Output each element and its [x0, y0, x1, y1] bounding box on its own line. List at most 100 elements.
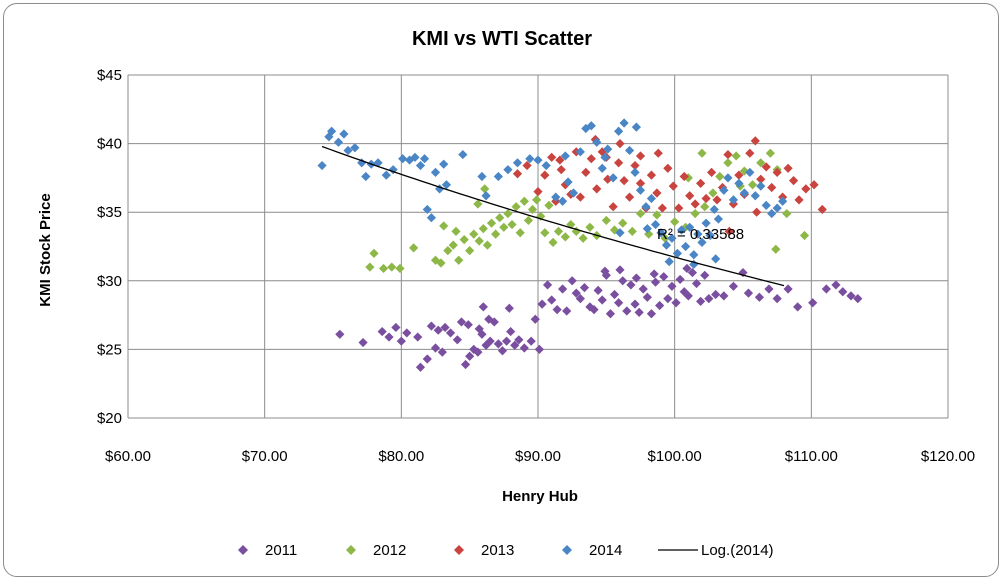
data-point-2014 [641, 202, 651, 212]
data-point-2014 [681, 241, 691, 252]
data-point-2013 [712, 195, 722, 205]
y-tick-label: $20 [97, 410, 122, 427]
data-point-2011 [704, 294, 714, 304]
data-point-2012 [560, 232, 570, 242]
trendline-layer [321, 145, 785, 287]
data-point-2012 [507, 219, 517, 230]
legend-label: 2013 [481, 542, 514, 559]
data-point-2014 [419, 154, 430, 164]
data-point-2012 [532, 195, 542, 205]
legend: 2011 2012 2013 2014 Log.(2014) [238, 542, 774, 559]
data-point-2011 [562, 306, 572, 316]
data-point-2011 [460, 359, 471, 370]
data-point-2014 [357, 158, 367, 168]
data-point-2014 [672, 248, 682, 258]
x-tick-label: $70.00 [242, 448, 288, 465]
data-point-2013 [522, 160, 532, 171]
data-point-2014 [430, 167, 441, 178]
data-point-2014 [778, 196, 788, 206]
data-point-2014 [481, 191, 491, 201]
data-point-2011 [456, 317, 467, 327]
data-point-2011 [402, 328, 412, 338]
data-point-2012 [585, 222, 595, 232]
data-point-2013 [635, 178, 646, 188]
data-point-2013 [540, 170, 550, 180]
data-point-2014 [563, 177, 573, 187]
data-point-2013 [635, 151, 646, 161]
data-point-2013 [560, 180, 570, 190]
data-point-2014 [767, 208, 777, 219]
data-point-2014 [642, 224, 652, 234]
data-point-2014 [631, 122, 641, 132]
data-point-2012 [387, 262, 397, 272]
data-point-2012 [739, 166, 749, 176]
data-point-2012 [644, 229, 654, 239]
data-point-2012 [609, 225, 620, 235]
data-point-2013 [724, 226, 734, 237]
data-point-2012 [548, 237, 558, 247]
data-point-2014 [317, 160, 327, 171]
data-point-2012 [495, 213, 505, 223]
data-point-2011 [422, 354, 432, 364]
data-point-2012 [715, 171, 725, 182]
data-point-2014 [761, 200, 771, 210]
data-point-2011 [618, 276, 628, 286]
data-point-2014 [728, 195, 739, 205]
data-point-2014 [705, 230, 715, 241]
data-point-2011 [663, 294, 673, 304]
data-point-2013 [767, 182, 777, 193]
data-point-2014 [750, 191, 760, 201]
legend-marker [346, 545, 356, 555]
data-point-2012 [478, 224, 488, 234]
data-point-2012 [454, 255, 464, 265]
data-point-2012 [519, 196, 529, 206]
data-point-2014 [568, 188, 579, 198]
data-point-2013 [752, 207, 762, 217]
data-point-2014 [615, 228, 625, 238]
data-point-2011 [646, 309, 657, 319]
data-point-2012 [690, 208, 700, 219]
data-point-2012 [747, 180, 758, 190]
data-point-2011 [675, 274, 685, 285]
data-point-2012 [378, 263, 389, 274]
legend-marker [562, 545, 572, 555]
data-point-2014 [661, 240, 672, 250]
data-point-2012 [365, 262, 375, 272]
data-point-2014 [664, 256, 674, 267]
data-point-2014 [525, 154, 535, 164]
data-point-2012 [660, 233, 670, 243]
data-point-2012 [409, 243, 419, 253]
data-point-2014 [701, 218, 711, 228]
data-point-2014 [373, 158, 383, 168]
data-point-2011 [514, 335, 524, 345]
data-point-2011 [687, 267, 698, 278]
data-point-2011 [700, 270, 710, 280]
data-point-2011 [534, 344, 544, 354]
data-point-2011 [542, 280, 553, 290]
data-point-2013 [801, 184, 811, 194]
data-point-2011 [415, 362, 426, 372]
data-point-2014 [619, 118, 629, 128]
data-point-2011 [530, 314, 540, 324]
data-point-2013 [512, 169, 523, 179]
data-point-2011 [430, 343, 441, 353]
data-point-2013 [653, 148, 663, 158]
data-point-2011 [605, 309, 616, 319]
data-point-2011 [413, 332, 423, 342]
data-point-2011 [575, 294, 585, 304]
data-point-2014 [551, 192, 561, 202]
data-point-2013 [723, 149, 733, 160]
data-point-2012 [627, 226, 637, 237]
data-point-2011 [626, 280, 636, 290]
data-point-2014 [441, 180, 452, 190]
data-point-2014 [711, 254, 721, 264]
data-point-2014 [646, 193, 657, 204]
data-point-2011 [445, 328, 456, 338]
series-2013 [512, 134, 827, 237]
data-point-2011 [682, 263, 692, 274]
data-point-2012 [708, 188, 718, 198]
legend-item-2011: 2011 [238, 542, 297, 559]
data-point-2012 [523, 215, 534, 226]
data-point-2011 [711, 289, 721, 300]
data-point-2012 [618, 218, 628, 228]
